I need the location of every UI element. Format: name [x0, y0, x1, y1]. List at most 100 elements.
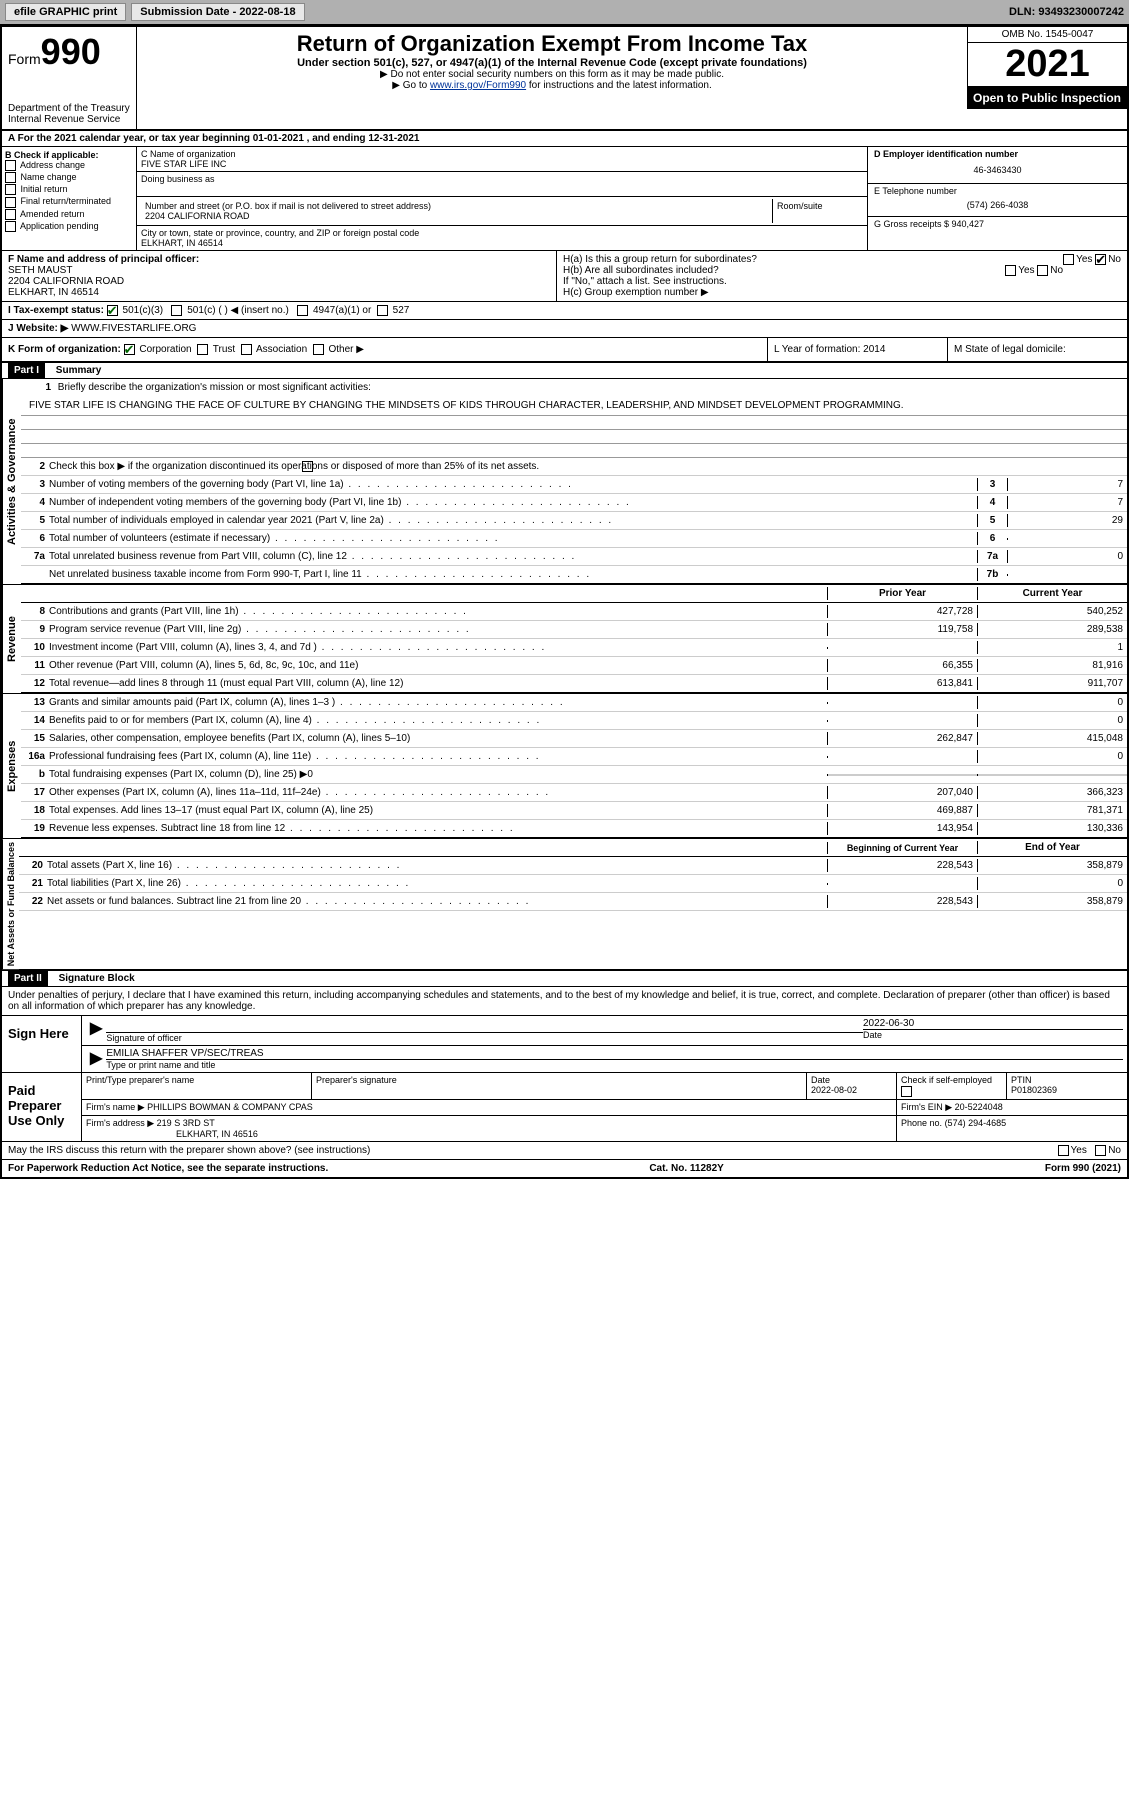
chk-501c[interactable]	[171, 305, 182, 316]
sign-here-label: Sign Here	[2, 1016, 82, 1072]
b21	[827, 883, 977, 885]
discuss-no[interactable]	[1095, 1145, 1106, 1156]
l12: Total revenue—add lines 8 through 11 (mu…	[49, 677, 827, 690]
chk-assoc[interactable]	[241, 344, 252, 355]
e20: 358,879	[977, 859, 1127, 872]
cat-no: Cat. No. 11282Y	[649, 1163, 723, 1174]
firm-addr1: 219 S 3RD ST	[157, 1118, 215, 1128]
toolbar: efile GRAPHIC print Submission Date - 20…	[0, 0, 1129, 25]
l22: Net assets or fund balances. Subtract li…	[47, 895, 827, 908]
firm-name-label: Firm's name ▶	[86, 1102, 145, 1112]
chk-name-change[interactable]: Name change	[5, 172, 133, 183]
instr2-post: for instructions and the latest informat…	[526, 80, 712, 91]
firm-addr2: ELKHART, IN 46516	[86, 1129, 892, 1139]
hb-label: H(b) Are all subordinates included?	[563, 265, 719, 276]
line-m: M State of legal domicile:	[947, 338, 1127, 361]
form-footer: Form 990 (2021)	[1045, 1163, 1121, 1174]
v3: 7	[1007, 478, 1127, 491]
part2-title: Signature Block	[51, 971, 143, 986]
chk-self-employed[interactable]	[901, 1086, 912, 1097]
ha-no[interactable]	[1095, 254, 1106, 265]
part1-title: Summary	[48, 363, 110, 378]
line-l: L Year of formation: 2014	[767, 338, 947, 361]
chk-app-pending[interactable]: Application pending	[5, 221, 133, 232]
l7b: Net unrelated business taxable income fr…	[49, 568, 977, 581]
efile-button[interactable]: efile GRAPHIC print	[5, 3, 126, 21]
e21: 0	[977, 877, 1127, 890]
chk-other[interactable]	[313, 344, 324, 355]
room-label: Room/suite	[773, 199, 863, 223]
omb-number: OMB No. 1545-0047	[967, 27, 1127, 43]
chk-amended[interactable]: Amended return	[5, 209, 133, 220]
open-inspection: Open to Public Inspection	[967, 87, 1127, 109]
begin-year-header: Beginning of Current Year	[827, 842, 977, 854]
line-a: A For the 2021 calendar year, or tax yea…	[2, 131, 1127, 147]
form-word: Form	[8, 51, 41, 67]
chk-final-return[interactable]: Final return/terminated	[5, 196, 133, 207]
l8: Contributions and grants (Part VIII, lin…	[49, 605, 827, 618]
city-label: City or town, state or province, country…	[141, 228, 863, 238]
discuss-yes[interactable]	[1058, 1145, 1069, 1156]
prep-phone-label: Phone no.	[901, 1118, 942, 1128]
chk-address-change[interactable]: Address change	[5, 160, 133, 171]
c14: 0	[977, 714, 1127, 727]
prep-name-label: Print/Type preparer's name	[86, 1075, 307, 1085]
dba-label: Doing business as	[141, 174, 863, 184]
hb-no[interactable]	[1037, 265, 1048, 276]
v4: 7	[1007, 496, 1127, 509]
chk-501c3[interactable]	[107, 305, 118, 316]
ha-yes[interactable]	[1063, 254, 1074, 265]
org-name-label: C Name of organization	[141, 149, 863, 159]
prep-date: 2022-08-02	[811, 1085, 892, 1095]
line-i: I Tax-exempt status: 501(c)(3) 501(c) ( …	[2, 302, 1127, 319]
chk-corp[interactable]	[124, 344, 135, 355]
dln-text: DLN: 93493230007242	[1009, 6, 1124, 18]
p15: 262,847	[827, 732, 977, 745]
hb-yes[interactable]	[1005, 265, 1016, 276]
b22: 228,543	[827, 895, 977, 908]
box-b: B Check if applicable: Address change Na…	[2, 147, 137, 250]
chk-trust[interactable]	[197, 344, 208, 355]
chk-4947[interactable]	[297, 305, 308, 316]
v6	[1007, 538, 1127, 540]
chk-discontinued[interactable]	[302, 461, 313, 472]
chk-initial-return[interactable]: Initial return	[5, 184, 133, 195]
l16b: Total fundraising expenses (Part IX, col…	[49, 768, 827, 781]
website-value: WWW.FIVESTARLIFE.ORG	[71, 323, 196, 334]
submission-date-button[interactable]: Submission Date - 2022-08-18	[131, 3, 304, 21]
c11: 81,916	[977, 659, 1127, 672]
firm-addr-label: Firm's address ▶	[86, 1118, 154, 1128]
sig-officer-label: Signature of officer	[106, 1032, 863, 1043]
ha-label: H(a) Is this a group return for subordin…	[563, 254, 757, 265]
c19: 130,336	[977, 822, 1127, 835]
sig-date: 2022-06-30	[863, 1018, 1123, 1029]
l15: Salaries, other compensation, employee b…	[49, 732, 827, 745]
ptin-label: PTIN	[1011, 1075, 1123, 1085]
prior-year-header: Prior Year	[827, 587, 977, 600]
arrow-icon: ▶	[86, 1018, 106, 1043]
l7a: Total unrelated business revenue from Pa…	[49, 550, 977, 563]
officer-name: SETH MAUST	[8, 265, 550, 276]
arrow-icon: ▶	[86, 1048, 106, 1070]
officer-label: F Name and address of principal officer:	[8, 254, 550, 265]
chk-527[interactable]	[377, 305, 388, 316]
ptin-value: P01802369	[1011, 1085, 1123, 1095]
l4: Number of independent voting members of …	[49, 496, 977, 509]
p10	[827, 647, 977, 649]
p8: 427,728	[827, 605, 977, 618]
l20: Total assets (Part X, line 16)	[47, 859, 827, 872]
c18: 781,371	[977, 804, 1127, 817]
firm-ein-label: Firm's EIN ▶	[901, 1102, 952, 1112]
irs-link[interactable]: www.irs.gov/Form990	[430, 80, 526, 91]
c8: 540,252	[977, 605, 1127, 618]
part1-label: Part I	[8, 363, 45, 378]
self-employed: Check if self-employed	[897, 1073, 1007, 1099]
c15: 415,048	[977, 732, 1127, 745]
l9: Program service revenue (Part VIII, line…	[49, 623, 827, 636]
p14	[827, 720, 977, 722]
paperwork-notice: For Paperwork Reduction Act Notice, see …	[8, 1163, 328, 1174]
irs-label: Internal Revenue Service	[8, 114, 130, 125]
phone-value: (574) 266-4038	[874, 196, 1121, 214]
side-governance: Activities & Governance	[2, 379, 21, 584]
side-revenue: Revenue	[2, 585, 21, 693]
